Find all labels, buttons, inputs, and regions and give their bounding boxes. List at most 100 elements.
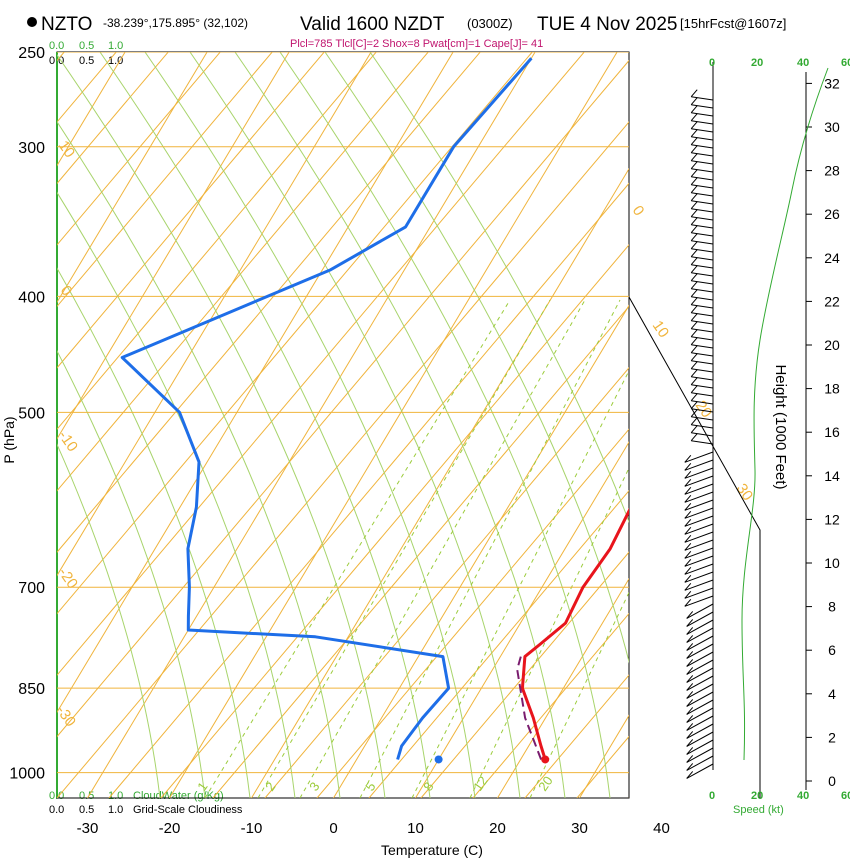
height-tick-label: 28 [824,163,840,179]
wind-barb-flag [686,659,694,667]
dry-adiabat-line [420,551,629,798]
wind-barb-flag [684,502,692,511]
wind-barb-flag [684,542,692,551]
moist-adiabat-line [57,54,386,798]
temperature-tick-label: -10 [241,820,263,837]
wind-barb-flag [690,241,698,250]
wind-barb [691,296,714,301]
wind-barb [686,755,714,771]
wind-barb-flag [686,619,694,627]
wind-barbs [684,89,714,779]
cloudiness-tick: 1.0 [108,804,123,816]
wind-barb [686,691,714,707]
wind-barb [691,216,714,221]
wind-barb-flag [686,707,694,715]
wind-barb-flag [690,217,698,226]
wind-barb [686,763,714,779]
cloudwater-legend: CloudWater (g/Kg) [133,790,224,802]
dry-adiabat-line [472,612,629,798]
wind-barb-flag [684,462,692,471]
valid-time: Valid 1600 NZDT [300,14,445,35]
wind-barb-flag [690,121,698,130]
wind-barb [684,547,714,559]
pressure-axis: 250 300 400 500 700 850 1000 [9,45,45,783]
wind-barb-flag [690,193,698,202]
pressure-tick-label: 400 [18,289,45,306]
wind-barb [691,184,714,189]
wind-barb [691,112,714,117]
height-profile-line [741,67,829,761]
surface-temperature-marker [541,755,550,764]
wind-barb-flag [690,321,698,330]
wind-barb-flag [690,385,698,394]
dewpoint-profile-line [120,57,533,760]
wind-barb-flag [686,683,694,691]
wind-barb [686,683,714,699]
wind-barb-flag [690,289,698,298]
wind-barb [686,667,714,683]
isotherm-line [57,52,454,714]
wind-barb-flag [690,113,698,122]
wind-barb [691,104,714,109]
mixing-ratio-line [359,299,621,798]
height-tick-label: 32 [824,75,840,91]
wind-barb-flag [690,433,698,442]
wind-barb-flag [690,105,698,114]
station-code: NZTO [41,14,92,35]
wind-barb [691,368,714,373]
wind-barb-flag [690,249,698,258]
wind-barb [691,240,714,245]
wind-barb [686,675,714,691]
pressure-tick-label: 1000 [9,766,45,783]
wind-barb [686,619,714,635]
isotherm-line [87,52,536,798]
isotherm-line [497,577,629,798]
wind-barb [691,432,714,437]
pressure-axis-title: P (hPa) [1,416,17,463]
wind-barb [691,152,714,157]
wind-barb-flag [684,486,692,495]
wind-barb [684,555,714,567]
wind-barb-flag [690,137,698,146]
wind-barb [691,360,714,365]
height-tick-label: 30 [824,119,840,135]
wind-barb [686,699,714,715]
station-location: -38.239°,175.895° (32,102) [103,16,248,30]
wind-barb-flag [684,534,692,543]
dry-adiabat-line [57,52,585,676]
isotherm-label: 10 [55,138,78,161]
parcel-path-line [516,656,543,760]
moist-adiabat-line [189,52,521,798]
wind-barb [691,392,714,397]
wind-barb [691,280,714,285]
cloudiness-tick: 0.0 [49,804,64,816]
wind-barb-flag [690,257,698,266]
wind-barb-flag [684,470,692,479]
mixing-ratio-line [529,591,629,798]
moist-adiabat-line [369,52,629,524]
wind-barb-flag [690,177,698,186]
wind-barb-flag [684,494,692,503]
wind-barb-flag [684,478,692,487]
wind-barb-flag [690,225,698,234]
wind-barb [691,96,714,101]
speed-tick: 0 [709,790,715,802]
wind-barb [691,320,714,325]
wind-barb [686,603,714,619]
height-tick-label: 6 [828,642,836,658]
moist-adiabat-line [57,443,161,798]
wind-barb [691,440,714,445]
wind-barb-flag [684,574,692,583]
wind-barb [691,288,714,293]
mixing-ratio-label: 12 [470,773,491,793]
profile-series [120,57,629,764]
wind-barb [686,739,714,755]
temperature-axis: -30 -20 -10 0 10 20 30 40 [77,820,670,837]
wind-barb [686,651,714,667]
mixing-ratio-line [411,369,629,798]
pressure-tick-label: 500 [18,405,45,422]
wind-barb-flag [690,345,698,354]
wind-barb [684,491,714,503]
wind-barb-flag [690,233,698,242]
